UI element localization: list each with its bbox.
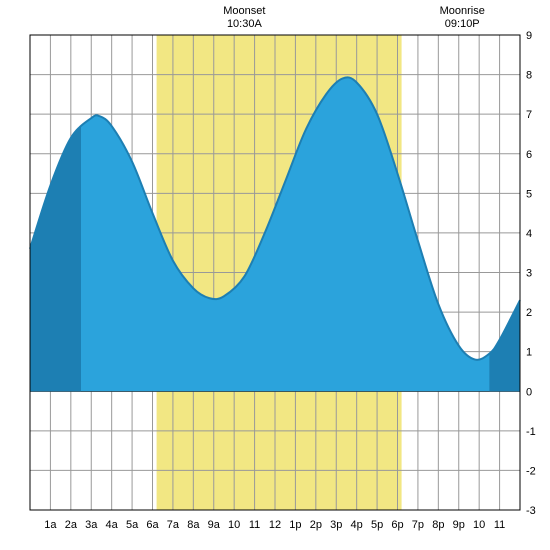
y-tick-label: 2 [526,307,532,319]
chart-svg: 1a2a3a4a5a6a7a8a9a1011121p2p3p4p5p6p7p8p… [0,0,550,550]
x-tick-label: 11 [249,519,260,531]
x-tick-label: 4p [351,519,363,531]
x-tick-label: 3a [85,519,98,531]
y-tick-label: 5 [526,188,532,200]
x-tick-label: 10 [228,519,240,531]
y-tick-label: 9 [526,30,532,42]
moonset-label: Moonset [223,5,265,17]
x-tick-label: 1p [289,519,301,531]
x-tick-label: 6a [146,519,159,531]
x-tick-label: 4a [106,519,119,531]
x-tick-label: 8a [187,519,200,531]
y-tick-label: -1 [526,426,536,438]
y-tick-label: -3 [526,505,536,517]
y-tick-label: 1 [526,347,532,359]
tide-chart: 1a2a3a4a5a6a7a8a9a1011121p2p3p4p5p6p7p8p… [0,0,550,550]
y-tick-label: 0 [526,386,532,398]
x-tick-label: 1a [44,519,57,531]
x-tick-label: 6p [391,519,403,531]
x-tick-label: 5a [126,519,139,531]
y-tick-label: 7 [526,109,532,121]
moonrise-time: 09:10P [445,18,480,30]
y-tick-label: 4 [526,228,532,240]
y-tick-label: 8 [526,70,532,82]
x-tick-label: 3p [330,519,342,531]
x-tick-label: 2p [310,519,322,531]
x-tick-label: 7p [412,519,424,531]
x-tick-label: 2a [65,519,78,531]
x-tick-label: 11 [494,519,505,531]
x-tick-label: 5p [371,519,383,531]
moonrise-label: Moonrise [440,5,485,17]
x-tick-label: 9p [453,519,465,531]
x-tick-label: 10 [473,519,485,531]
y-tick-label: 3 [526,268,532,280]
y-tick-label: 6 [526,149,532,161]
x-tick-label: 9a [208,519,221,531]
x-tick-label: 7a [167,519,180,531]
x-tick-label: 8p [432,519,444,531]
moonset-time: 10:30A [227,18,263,30]
x-tick-label: 12 [269,519,281,531]
y-tick-label: -2 [526,465,536,477]
